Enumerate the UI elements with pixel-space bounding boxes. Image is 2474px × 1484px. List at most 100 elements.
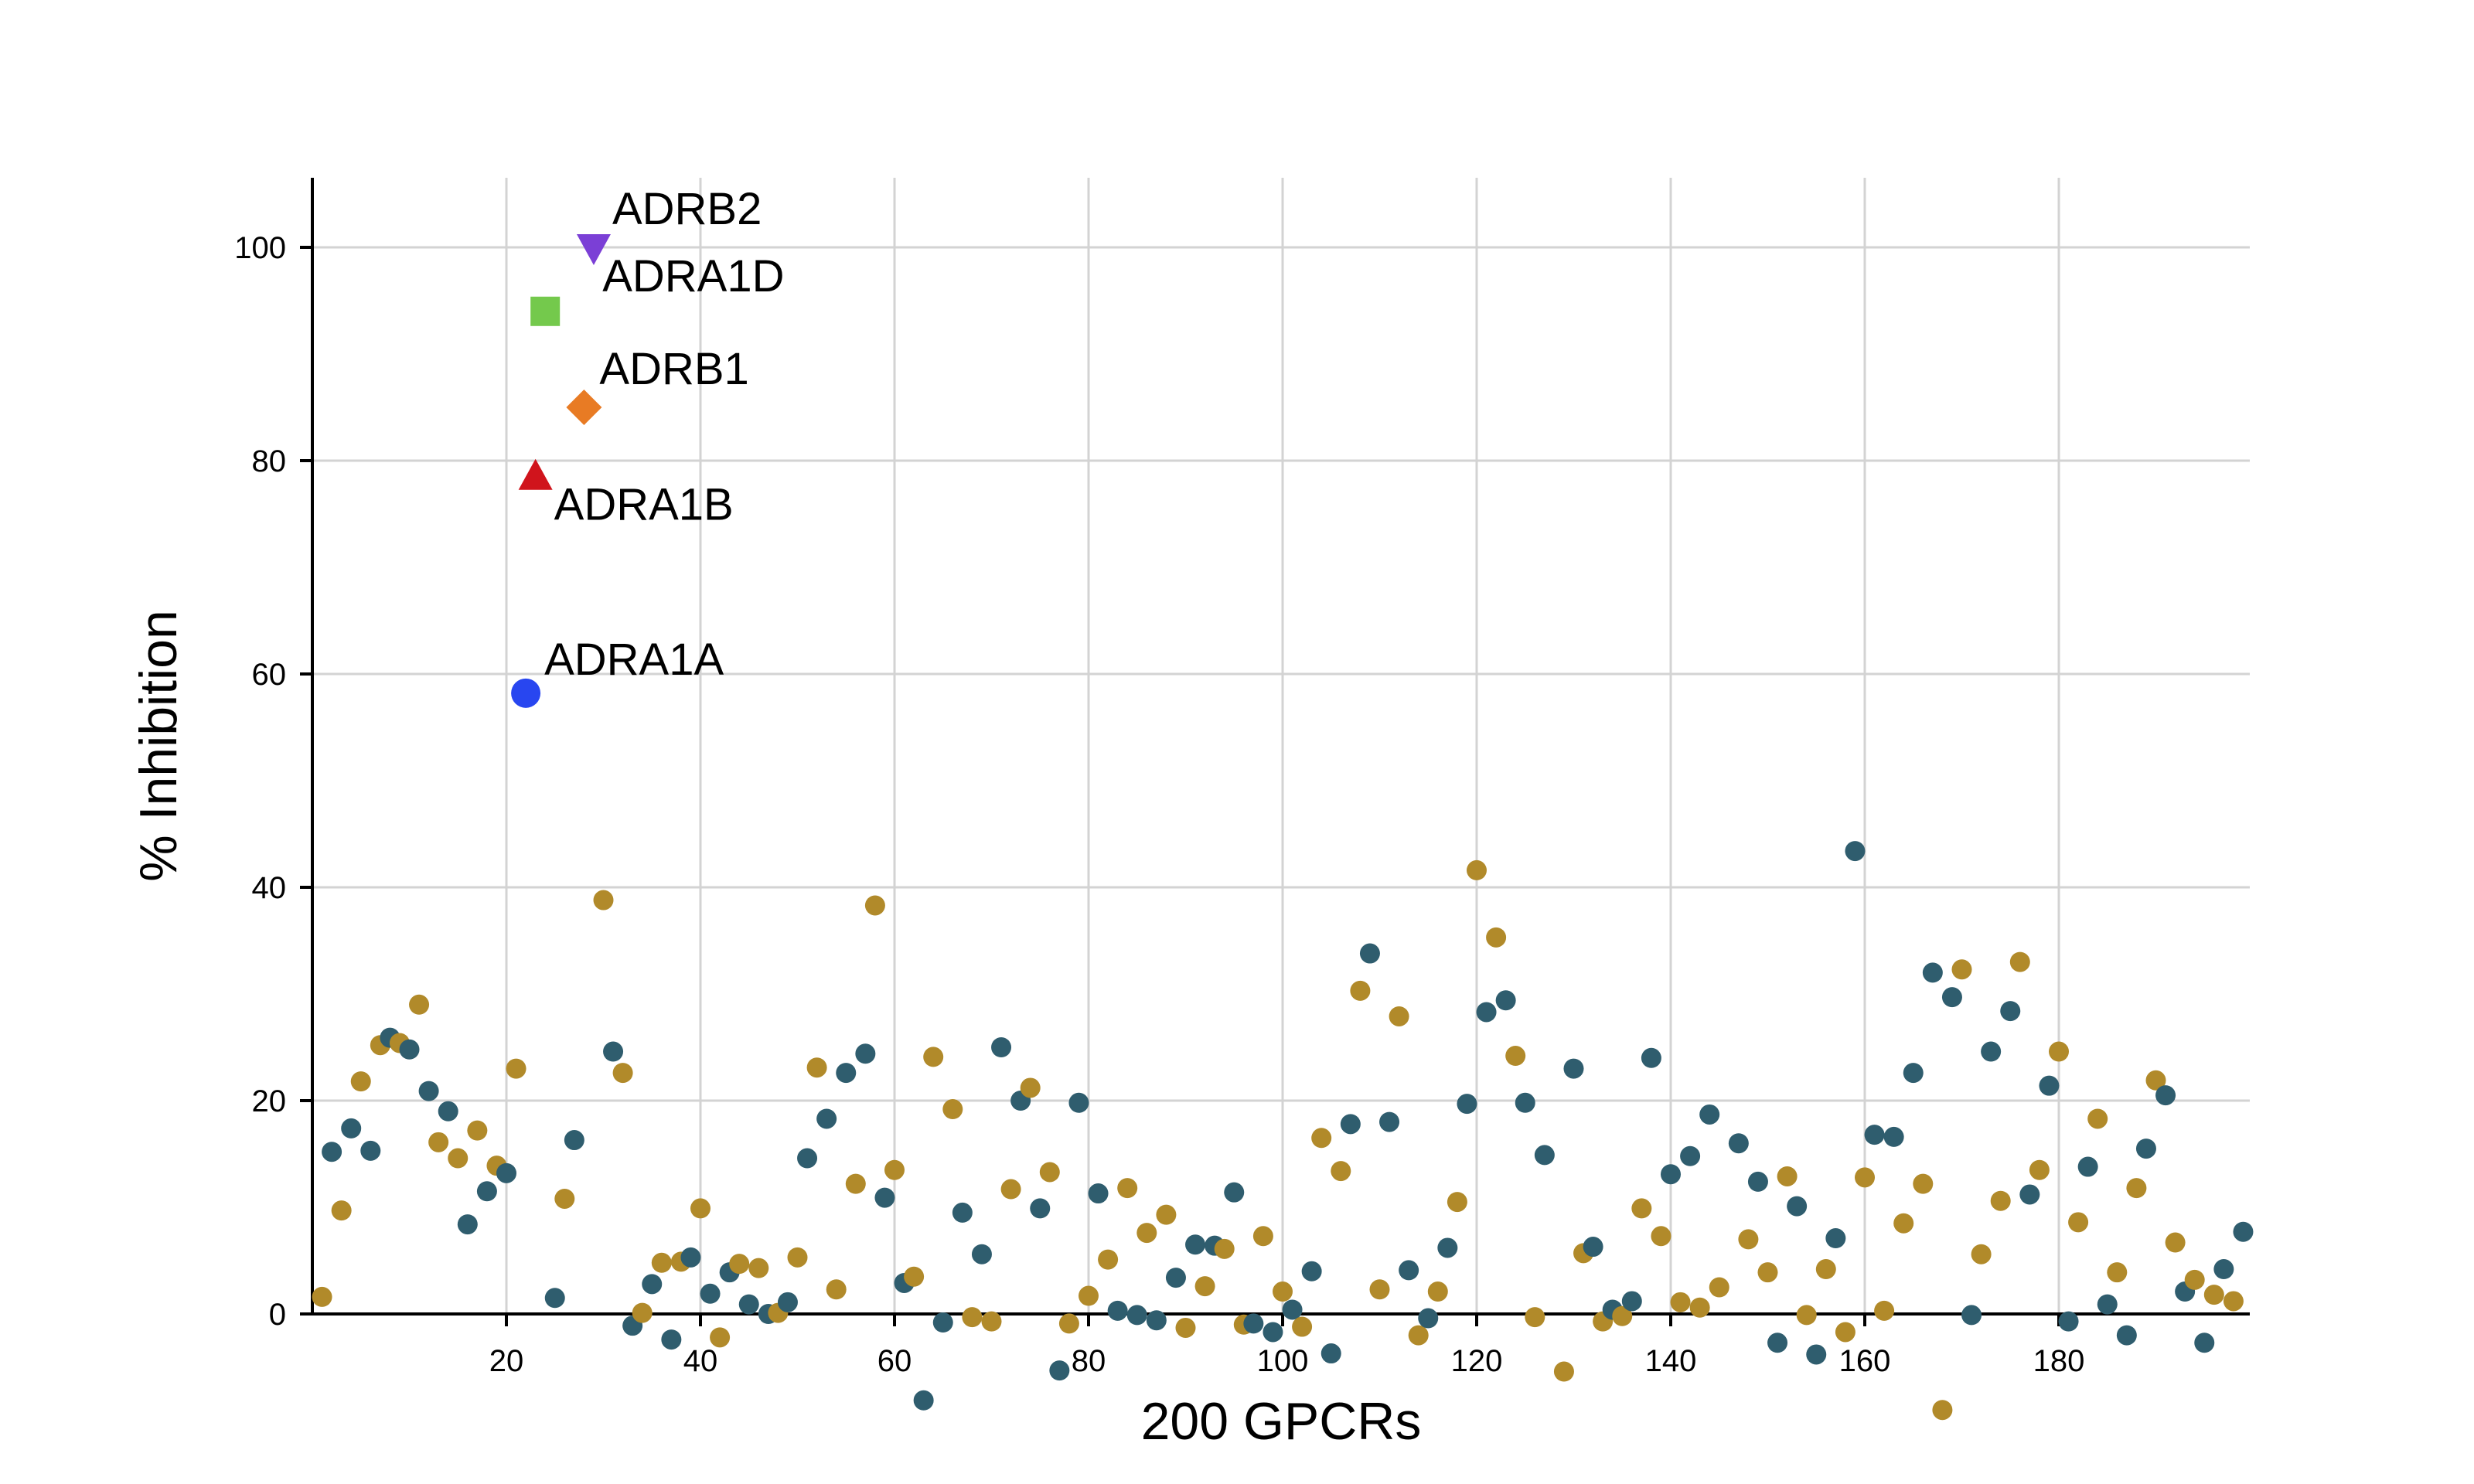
data-point <box>680 1247 701 1268</box>
data-point <box>971 1244 992 1264</box>
data-point <box>1088 1183 1109 1204</box>
data-point <box>1941 987 1962 1008</box>
x-tick-label: 60 <box>877 1344 912 1378</box>
data-point <box>1641 1047 1661 1068</box>
data-point <box>884 1159 905 1180</box>
data-point <box>399 1039 420 1060</box>
data-point <box>2087 1108 2108 1129</box>
data-point <box>1301 1261 1322 1281</box>
data-point <box>2009 951 2030 972</box>
data-point <box>1864 1125 1885 1145</box>
data-point <box>312 1286 332 1307</box>
x-tick-label: 180 <box>2033 1344 2085 1378</box>
data-point <box>1350 980 1371 1001</box>
data-point <box>428 1132 449 1152</box>
data-point <box>2097 1294 2118 1315</box>
data-point <box>729 1254 750 1275</box>
data-point <box>1670 1292 1691 1312</box>
x-tick-label: 140 <box>1645 1344 1697 1378</box>
data-point <box>1728 1133 1749 1154</box>
data-point <box>1990 1190 2011 1211</box>
data-point <box>1661 1164 1681 1185</box>
data-point <box>2126 1178 2147 1199</box>
data-point <box>448 1148 469 1169</box>
data-point <box>438 1101 458 1122</box>
data-point <box>826 1279 847 1300</box>
data-point <box>2233 1221 2254 1242</box>
grid <box>312 178 2250 1316</box>
data-point <box>1447 1192 1467 1213</box>
highlight-adra1a-label: ADRA1A <box>544 635 724 685</box>
data-point <box>1971 1244 1992 1264</box>
data-point <box>2135 1139 2156 1159</box>
data-point <box>593 890 614 910</box>
data-point <box>1893 1213 1914 1234</box>
data-point <box>748 1258 769 1278</box>
data-point <box>554 1188 575 1209</box>
data-point <box>1263 1322 1283 1343</box>
data-point <box>1126 1305 1147 1326</box>
data-point <box>2213 1259 2234 1280</box>
data-point <box>1437 1237 1458 1258</box>
data-point <box>787 1247 808 1268</box>
data-point <box>1932 1400 1953 1421</box>
data-point <box>1951 959 1972 980</box>
y-axis-title: % Inhibition <box>129 610 188 882</box>
data-point <box>1399 1260 1419 1281</box>
data-point <box>1340 1114 1361 1135</box>
data-point <box>1563 1058 1584 1079</box>
x-tick-label: 80 <box>1072 1344 1106 1378</box>
data-point <box>738 1294 759 1315</box>
data-point <box>1903 1063 1924 1084</box>
data-point <box>1515 1092 1535 1113</box>
data-point <box>1806 1344 1827 1365</box>
data-point <box>2165 1232 2186 1253</box>
data-point <box>1252 1226 1273 1247</box>
data-point <box>2194 1333 2215 1353</box>
x-tick-label: 40 <box>683 1344 718 1378</box>
data-point <box>1495 990 1516 1011</box>
data-point <box>476 1181 497 1202</box>
data-point <box>1389 1006 1409 1026</box>
data-point <box>1767 1333 1788 1353</box>
highlight-adra1d-label: ADRA1D <box>602 251 784 301</box>
data-point <box>806 1057 827 1078</box>
highlight-adra1d-marker <box>530 296 561 326</box>
data-point <box>1273 1281 1293 1302</box>
data-point <box>322 1142 342 1162</box>
y-tick-label: 20 <box>252 1084 287 1118</box>
data-point <box>923 1047 944 1067</box>
data-point <box>1165 1268 1186 1288</box>
data-point <box>1408 1325 1429 1346</box>
data-point <box>341 1118 362 1139</box>
data-point <box>1699 1104 1720 1125</box>
data-point <box>1815 1259 1836 1280</box>
data-point <box>2223 1291 2244 1312</box>
data-point <box>1883 1126 1904 1147</box>
data-point <box>1680 1145 1701 1166</box>
data-point <box>1292 1316 1313 1337</box>
data-point <box>1525 1307 1545 1328</box>
data-point <box>1787 1196 1808 1217</box>
data-point <box>2077 1156 2098 1177</box>
data-point <box>962 1307 983 1328</box>
data-point <box>1845 841 1866 862</box>
data-point <box>564 1130 584 1151</box>
data-point <box>1359 943 1380 964</box>
data-point <box>932 1312 953 1333</box>
data-point <box>952 1202 973 1223</box>
data-point <box>1913 1173 1934 1194</box>
data-point <box>1146 1310 1167 1331</box>
data-point <box>1476 1002 1497 1023</box>
data-point <box>1369 1279 1390 1300</box>
data-point <box>331 1200 352 1221</box>
data-point <box>1553 1361 1574 1382</box>
data-points <box>312 841 2254 1421</box>
data-point <box>1621 1291 1642 1312</box>
data-point <box>1224 1182 1245 1203</box>
data-point <box>2155 1085 2176 1106</box>
data-point <box>1709 1277 1729 1298</box>
highlight-adrb1-marker <box>566 390 602 425</box>
data-point <box>1922 962 1943 983</box>
